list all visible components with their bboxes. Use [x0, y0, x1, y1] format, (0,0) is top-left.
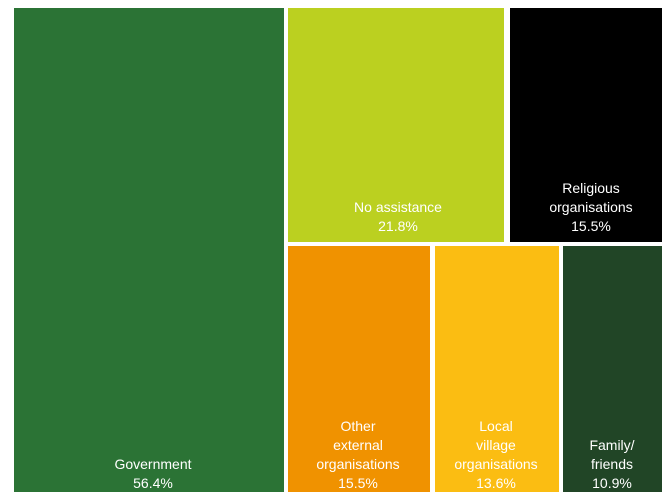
cell-family-friends-label-line: Family/ — [589, 437, 634, 453]
cell-local-village-rect — [435, 246, 559, 492]
cell-no-assistance-rect — [288, 8, 504, 242]
cell-religious-label-line: organisations — [549, 199, 632, 215]
cell-government-label-line: Government — [114, 456, 191, 472]
cell-no-assistance-value: 21.8% — [378, 218, 418, 234]
cell-local-village: Local village organisations 13.6% — [435, 246, 559, 492]
cell-government: Government 56.4% — [14, 8, 284, 492]
cell-government-rect — [14, 8, 284, 492]
cell-government-label: Government 56.4% — [114, 456, 191, 491]
cell-religious-rect — [510, 8, 662, 242]
cell-religious: Religious organisations 15.5% — [510, 8, 662, 242]
cell-family-friends-value: 10.9% — [592, 475, 632, 491]
cell-no-assistance: No assistance 21.8% — [288, 8, 504, 242]
cell-other-external-rect — [288, 246, 430, 492]
cell-no-assistance-label-line: No assistance — [354, 199, 442, 215]
cell-family-friends-label: Family/friends 10.9% — [589, 437, 634, 491]
cell-family-friends-rect — [563, 246, 662, 492]
cell-local-village-label: Local village organisations 13.6% — [454, 418, 537, 491]
cell-local-village-value: 13.6% — [476, 475, 516, 491]
cell-local-village-label-line: Local — [479, 418, 512, 434]
cell-other-external-value: 15.5% — [338, 475, 378, 491]
cell-other-external: Other external organisations 15.5% — [288, 246, 430, 492]
cell-local-village-label-line: village — [476, 437, 516, 453]
cell-other-external-label-line: external — [333, 437, 383, 453]
cell-government-value: 56.4% — [133, 475, 173, 491]
cell-family-friends-label-line: friends — [591, 456, 633, 472]
cell-other-external-label-line: organisations — [316, 456, 399, 472]
cell-other-external-label: Other external organisations 15.5% — [316, 418, 399, 491]
cell-religious-label-line: Religious — [562, 180, 620, 196]
cell-no-assistance-label: No assistance 21.8% — [354, 199, 442, 234]
cell-other-external-label-line: Other — [340, 418, 375, 434]
cell-religious-value: 15.5% — [571, 218, 611, 234]
cell-religious-label: Religious organisations 15.5% — [549, 180, 632, 234]
cell-local-village-label-line: organisations — [454, 456, 537, 472]
cell-family-friends: Family/friends 10.9% — [563, 246, 662, 492]
